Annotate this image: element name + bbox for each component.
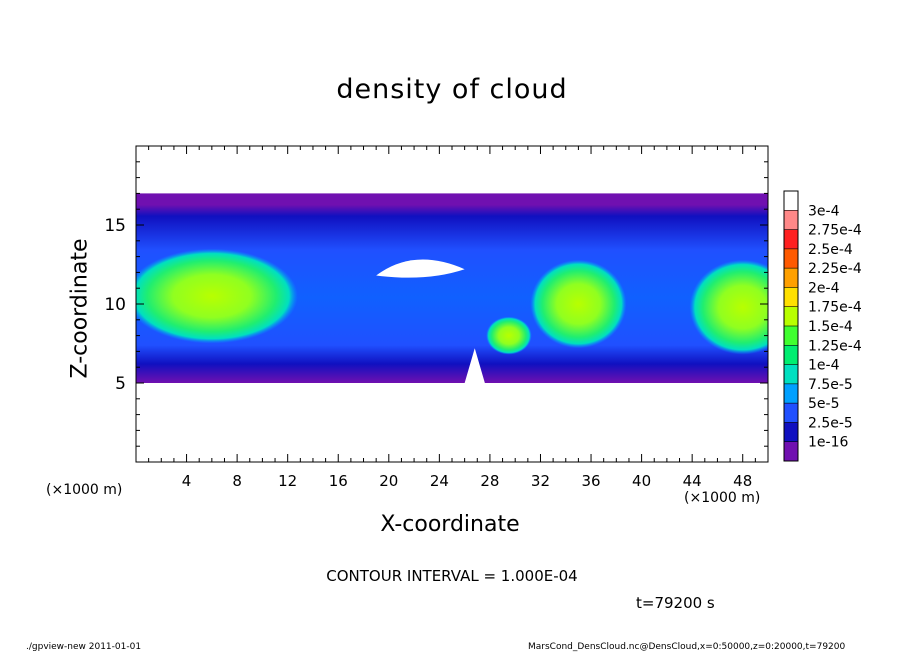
- contour-interval-text: CONTOUR INTERVAL = 1.000E-04: [326, 567, 578, 585]
- dense-cloud-region: [689, 259, 768, 355]
- colorbar-swatch: [784, 345, 798, 365]
- colorbar-label: 5e-5: [808, 396, 839, 412]
- x-unit-label-left: (×1000 m): [46, 482, 123, 498]
- chart-title: density of cloud: [336, 74, 568, 105]
- colorbar-swatch: [784, 268, 798, 288]
- colorbar: 3e-4 2.75e-4 2.5e-4 2.25e-4 2e-4 1.75e-4 1.5e-…: [783, 190, 862, 462]
- y-tick-label: 5: [115, 374, 126, 394]
- x-tick-label: 28: [480, 472, 499, 490]
- colorbar-swatch: [784, 191, 798, 211]
- x-ticks: 4 8 12 16 20 24 28 32 36 40 44 48: [148, 146, 756, 490]
- x-tick-label: 32: [531, 472, 550, 490]
- x-tick-label: 48: [733, 472, 752, 490]
- colorbar-label: 1e-4: [808, 358, 840, 374]
- colorbar-label: 3e-4: [808, 203, 840, 219]
- x-tick-label: 8: [232, 472, 242, 490]
- colorbar-label: 1.5e-4: [808, 319, 853, 335]
- y-tick-label: 10: [104, 295, 126, 315]
- colorbar-label: 2e-4: [808, 280, 840, 296]
- footer-left-text: ./gpview-new 2011-01-01: [26, 642, 142, 652]
- colorbar-swatch: [784, 422, 798, 442]
- colorbar-label: 1.25e-4: [808, 338, 862, 354]
- x-tick-label: 16: [329, 472, 348, 490]
- x-unit-label-right: (×1000 m): [684, 490, 761, 506]
- y-ticks: 5 10 15: [104, 161, 768, 447]
- x-tick-label: 40: [632, 472, 651, 490]
- colorbar-label: 2.75e-4: [808, 223, 862, 239]
- colorbar-swatch: [784, 210, 798, 230]
- dense-cloud-region: [530, 259, 627, 349]
- x-tick-label: 12: [278, 472, 297, 490]
- colorbar-label: 2.5e-5: [808, 415, 853, 431]
- colorbar-swatch: [784, 364, 798, 384]
- cloud-gap: [464, 348, 485, 383]
- x-tick-label: 20: [379, 472, 398, 490]
- dense-cloud-region: [486, 316, 532, 355]
- time-label: t=79200 s: [636, 594, 715, 612]
- colorbar-label: 1.75e-4: [808, 300, 862, 316]
- x-tick-label: 24: [430, 472, 449, 490]
- x-tick-label: 44: [683, 472, 702, 490]
- x-tick-label: 36: [581, 472, 600, 490]
- colorbar-swatch: [784, 383, 798, 404]
- colorbar-label: 2.5e-4: [808, 242, 853, 258]
- colorbar-swatch: [784, 229, 798, 249]
- dense-cloud-region: [136, 248, 298, 344]
- x-tick-label: 4: [182, 472, 192, 490]
- colorbar-swatch: [784, 248, 798, 269]
- x-axis-label: X-coordinate: [380, 512, 520, 537]
- colorbar-swatch: [784, 441, 798, 461]
- colorbar-label: 2.25e-4: [808, 261, 862, 277]
- colorbar-swatch: [784, 306, 798, 326]
- colorbar-label: 1e-16: [808, 435, 848, 451]
- colorbar-swatch: [784, 326, 798, 346]
- cloud-gap: [376, 259, 465, 278]
- colorbar-label: 7.5e-5: [808, 377, 853, 393]
- colorbar-swatch: [784, 287, 798, 307]
- cloud-field: [136, 193, 768, 383]
- y-tick-label: 15: [104, 216, 126, 236]
- colorbar-swatch: [784, 403, 798, 423]
- footer-right-text: MarsCond_DensCloud.nc@DensCloud,x=0:5000…: [528, 642, 846, 652]
